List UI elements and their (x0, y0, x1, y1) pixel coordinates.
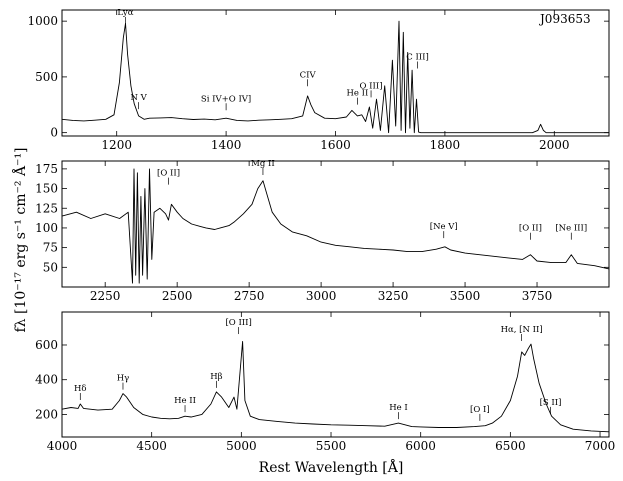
x-axis-label: Rest Wavelength [Å] (259, 458, 404, 476)
line-label: [S II] (540, 398, 562, 408)
line-label: He II (346, 89, 368, 99)
y-axis-label: fλ [10⁻¹⁷ erg s⁻¹ cm⁻² Å⁻¹] (11, 147, 29, 332)
x-tick-label: 2500 (162, 289, 193, 303)
line-label: He II (174, 396, 196, 406)
y-tick-label: 175 (35, 162, 58, 176)
y-tick-label: 100 (35, 221, 58, 235)
line-label: He I (389, 403, 408, 413)
panel-frame (61, 311, 610, 438)
line-label: O III] (360, 81, 383, 91)
line-label: [O II] (519, 224, 542, 234)
panel-1: 1200 1400 1600 1800 2000 0 500 1000 Lyα N V Si IV+… (27, 8, 610, 152)
x-tick-label: 1400 (211, 138, 242, 152)
line-label: Hγ (117, 374, 130, 384)
x-tick-label: 1800 (430, 138, 461, 152)
line-label: Hβ (210, 372, 222, 382)
y-tick-label: 150 (35, 182, 58, 196)
panel-frame (61, 9, 610, 137)
line-label: [Ne III] (555, 224, 587, 234)
x-tick-label: 1200 (101, 138, 132, 152)
panel-frame (61, 160, 610, 288)
line-label: [O I] (470, 405, 490, 415)
y-tick-label: 600 (35, 338, 58, 352)
line-label: N V (130, 93, 147, 103)
y-tick-label: 125 (35, 201, 58, 215)
y-tick-label: 50 (43, 260, 58, 274)
line-label: CIV (300, 70, 317, 80)
x-tick-label: 3750 (522, 289, 553, 303)
y-tick-label: 1000 (27, 14, 58, 28)
y-tick-label: 500 (35, 70, 58, 84)
x-tick-label: 6000 (405, 439, 436, 453)
panels-group: 1200 1400 1600 1800 2000 0 500 1000 Lyα N V Si IV+… (27, 8, 615, 453)
x-tick-label: 2250 (90, 289, 121, 303)
line-label: [O II] (157, 169, 180, 179)
spectrum-line (61, 20, 609, 134)
object-name: J093653 (538, 12, 591, 26)
x-tick-label: 6500 (495, 439, 526, 453)
line-label: Hδ (74, 384, 87, 394)
line-label: C III] (406, 52, 429, 62)
line-label: Mg II (251, 159, 275, 169)
panel-2: 2250 2500 2750 3000 3250 3500 3750 50 75 100 125 15… (35, 159, 610, 303)
y-tick-label: 75 (43, 241, 58, 255)
x-tick-label: 3250 (378, 289, 409, 303)
y-tick-label: 400 (35, 373, 58, 387)
x-tick-label: 4000 (47, 439, 78, 453)
line-label: Lyα (117, 8, 133, 18)
x-tick-label: 5500 (316, 439, 347, 453)
x-tick-label: 3500 (450, 289, 481, 303)
line-label: Hα, [N II] (501, 325, 543, 335)
x-tick-label: 3000 (306, 289, 337, 303)
panel-3: 4000 4500 5000 5500 6000 6500 7000 200 400 600 Hδ H… (35, 311, 616, 453)
line-label: [O III] (225, 318, 251, 328)
x-tick-label: 2750 (234, 289, 265, 303)
x-tick-label: 7000 (585, 439, 616, 453)
y-tick-label: 0 (50, 126, 58, 140)
x-tick-label: 4500 (136, 439, 167, 453)
line-label: [Ne V] (430, 222, 458, 232)
x-tick-label: 5000 (226, 439, 257, 453)
spectrum-line (61, 168, 610, 284)
x-tick-label: 2000 (539, 138, 570, 152)
x-tick-label: 1600 (320, 138, 351, 152)
spectrum-line (61, 341, 610, 433)
line-label: Si IV+O IV] (201, 94, 251, 104)
y-tick-label: 200 (35, 407, 58, 421)
